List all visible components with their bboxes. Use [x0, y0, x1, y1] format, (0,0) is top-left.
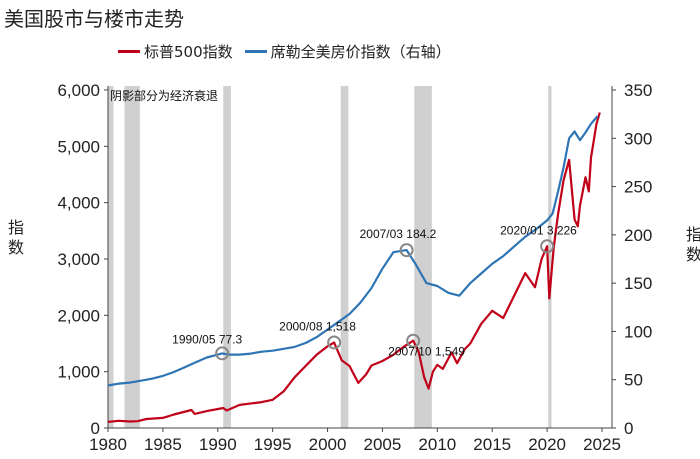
series-line-case-shiller: [107, 115, 599, 387]
x-tick-label: 2010: [418, 435, 456, 454]
y-tick-label-right: 250: [624, 178, 652, 197]
recession-band-0: [108, 86, 114, 428]
y-tick-label-right: 200: [624, 226, 652, 245]
y-axis-label-right: 指数: [683, 226, 700, 266]
x-tick-label: 1980: [89, 435, 127, 454]
series-line-sp500: [107, 112, 601, 423]
legend: 标普500指数 席勒全美房价指数（右轴）: [118, 41, 463, 62]
annotation-marker: [540, 239, 555, 254]
y-tick-label-left: 4,000: [57, 194, 100, 213]
annotation-marker: [399, 243, 414, 258]
y-tick-label-right: 350: [624, 81, 652, 100]
x-tick-label: 1985: [144, 435, 182, 454]
legend-swatch-case-shiller: [244, 50, 267, 53]
recession-note: 阴影部分为经济衰退: [110, 88, 218, 103]
y-tick-label-right: 150: [624, 274, 652, 293]
annotation-label: 2007/03 184.2: [360, 227, 437, 241]
y-tick-label-right: 300: [624, 129, 652, 148]
y-axis-label-left: 指数: [5, 219, 24, 259]
x-tick-label: 2025: [583, 435, 621, 454]
recession-band-1: [124, 86, 140, 428]
x-tick-label: 1995: [254, 435, 292, 454]
recession-band-3: [340, 86, 349, 428]
y-tick-label-right: 100: [624, 322, 652, 341]
x-tick-label: 2000: [309, 435, 347, 454]
y-tick-label-left: 2,000: [57, 306, 100, 325]
annotation-label: 1990/05 77.3: [172, 332, 242, 346]
x-tick-label: 2020: [528, 435, 566, 454]
x-tick-label: 1990: [199, 435, 237, 454]
annotation-marker: [215, 346, 230, 361]
y-tick-label-left: 3,000: [57, 250, 100, 269]
annotation-marker: [406, 333, 421, 348]
recession-band-5: [548, 86, 552, 428]
annotation-label: 2000/08 1,518: [279, 319, 356, 333]
annotation-label: 2007/10 1,549: [388, 345, 465, 359]
legend-item-case-shiller: 席勒全美房价指数（右轴）: [244, 41, 451, 62]
y-tick-label-left: 6,000: [57, 81, 100, 100]
legend-item-sp500: 标普500指数: [118, 41, 233, 62]
annotation-label: 2020/01 3,226: [500, 223, 577, 237]
x-tick-label: 2005: [364, 435, 402, 454]
y-tick-label-right: 0: [624, 419, 633, 438]
y-tick-label-left: 0: [91, 419, 100, 438]
chart-title: 美国股市与楼市走势: [4, 7, 184, 31]
y-tick-label-right: 50: [624, 371, 643, 390]
legend-swatch-sp500: [118, 50, 140, 53]
annotation-marker: [327, 335, 342, 350]
y-tick-label-left: 5,000: [57, 137, 100, 156]
x-tick-label: 2015: [473, 435, 511, 454]
legend-label-sp500: 标普500指数: [144, 43, 233, 61]
recession-band-2: [223, 86, 231, 428]
y-tick-label-left: 1,000: [57, 363, 100, 382]
legend-label-case-shiller: 席勒全美房价指数（右轴）: [270, 43, 451, 61]
